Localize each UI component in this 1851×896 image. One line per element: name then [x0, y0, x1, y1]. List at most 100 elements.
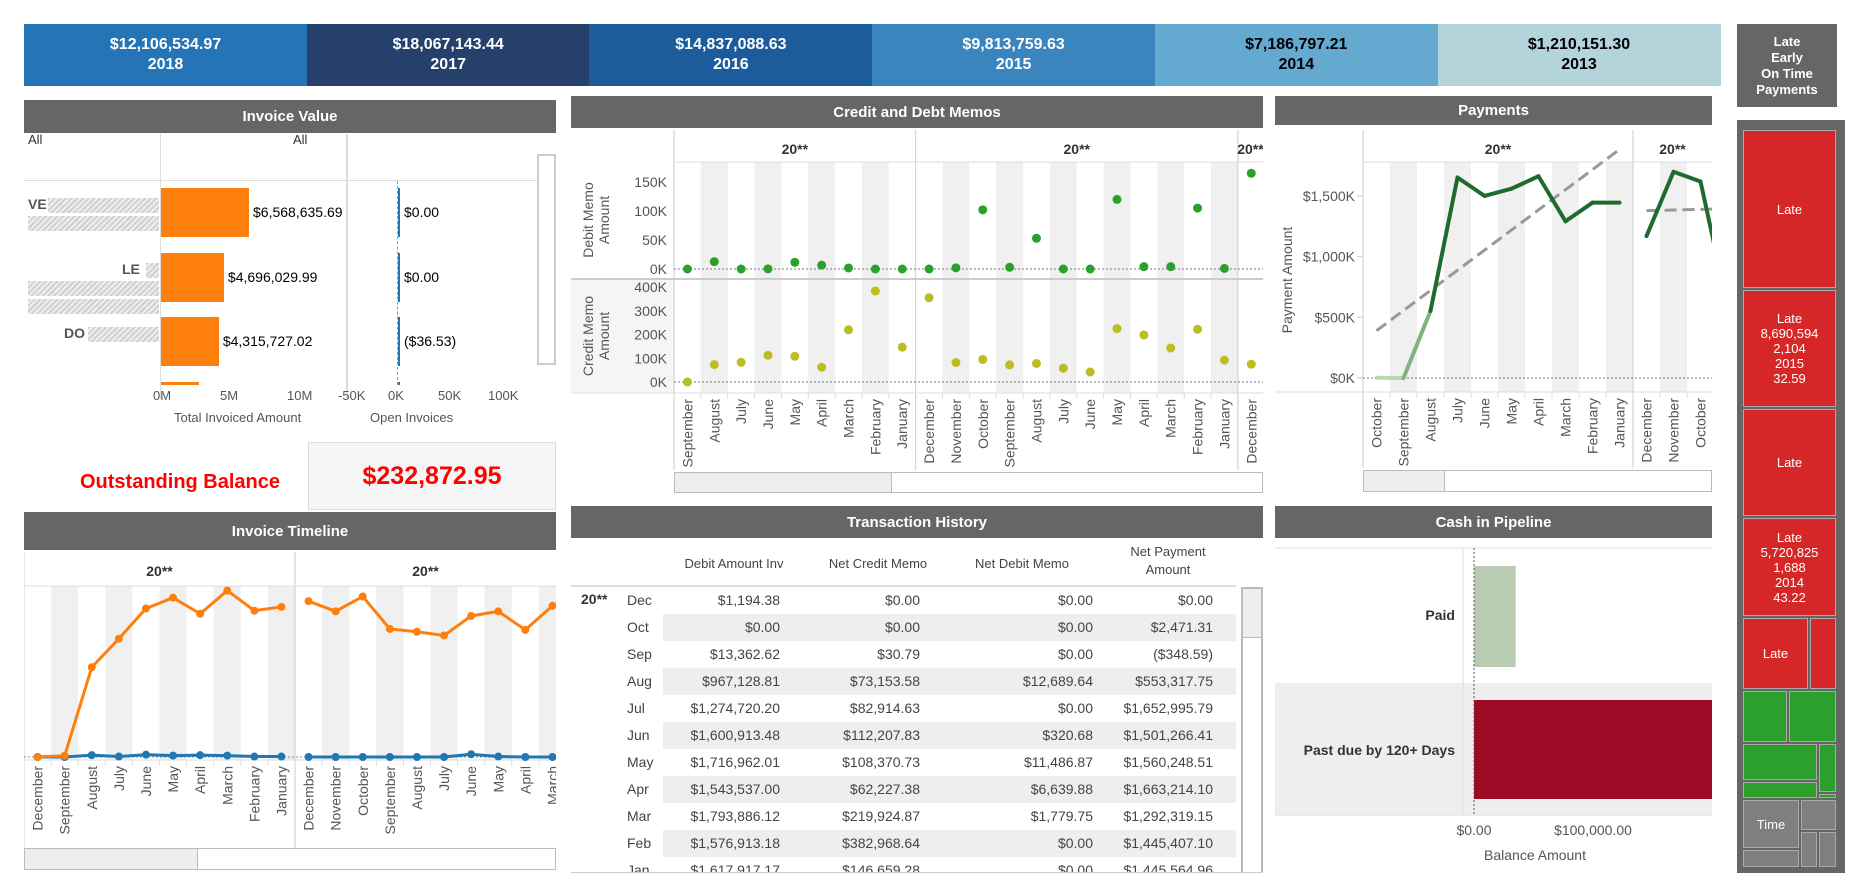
table-row[interactable]: Jan $1,617,917.17 $146,659.28 $0.00 $1,445,5… [571, 857, 1236, 872]
credit-memo-point[interactable] [951, 358, 961, 368]
other-data-point[interactable] [412, 753, 421, 761]
other-data-point[interactable] [114, 752, 123, 761]
invoiced-data-point[interactable] [521, 625, 530, 634]
open-invoice-bar[interactable] [398, 253, 400, 302]
payment-line-segment[interactable] [1536, 174, 1568, 224]
other-data-point[interactable] [87, 751, 96, 760]
debit-memo-point[interactable] [682, 264, 692, 274]
treemap-cell-early[interactable] [1789, 691, 1836, 742]
other-data-point[interactable] [169, 751, 178, 760]
credit-memo-point[interactable] [763, 350, 773, 360]
scrollbar-thumb[interactable] [675, 473, 892, 492]
treemap-cell-late[interactable] [1810, 618, 1836, 689]
total-invoiced-bar[interactable] [161, 188, 250, 237]
payment-line-segment[interactable] [1563, 200, 1595, 224]
treemap-cell-early[interactable] [1819, 744, 1836, 792]
customer-label[interactable]: DO [64, 325, 85, 341]
debit-memo-point[interactable] [1112, 194, 1122, 204]
treemap-cell-early[interactable] [1743, 691, 1787, 742]
year-tile-2018[interactable]: $12,106,534.97 2018 [24, 24, 307, 86]
credit-memo-point[interactable] [870, 286, 880, 296]
credit-memo-point[interactable] [1112, 324, 1122, 334]
invoiced-data-point[interactable] [277, 602, 286, 611]
payment-line-segment[interactable] [1482, 186, 1514, 198]
debit-memo-point[interactable] [951, 263, 961, 273]
debit-memo-point[interactable] [844, 263, 854, 273]
debit-memo-point[interactable] [1246, 168, 1256, 178]
treemap-cell-late[interactable]: Late [1743, 618, 1808, 689]
payment-line-segment[interactable] [1644, 169, 1676, 239]
credit-memo-point[interactable] [1139, 330, 1149, 340]
column-header[interactable]: Net Credit Memo [828, 556, 928, 571]
credit-memo-point[interactable] [1058, 363, 1068, 373]
other-data-point[interactable] [250, 752, 259, 761]
debit-memo-point[interactable] [1005, 262, 1015, 272]
table-row[interactable]: Jun $1,600,913.48 $112,207.83 $320.68 $1,501… [571, 722, 1236, 749]
total-invoiced-bar[interactable] [161, 317, 219, 366]
credit-memo-point[interactable] [924, 293, 934, 303]
other-data-point[interactable] [467, 750, 476, 759]
transactions-scrollbar[interactable] [1241, 587, 1263, 872]
debit-memo-point[interactable] [1219, 263, 1229, 273]
scrollbar-thumb[interactable] [1364, 471, 1445, 491]
table-row[interactable]: Apr $1,543,537.00 $62,227.38 $6,639.88 $1,66… [571, 776, 1236, 803]
invoiced-data-point[interactable] [114, 634, 123, 643]
invoiced-data-point[interactable] [87, 663, 96, 672]
credit-memo-point[interactable] [1193, 324, 1203, 334]
other-data-point[interactable] [385, 753, 394, 761]
balance-bar[interactable] [1474, 700, 1712, 799]
total-invoiced-bar[interactable] [161, 382, 199, 385]
debit-memo-point[interactable] [736, 264, 746, 274]
invoiced-data-point[interactable] [440, 631, 449, 640]
balance-bar[interactable] [1474, 566, 1516, 667]
invoiced-data-point[interactable] [331, 607, 340, 616]
table-row[interactable]: 20** Dec $1,194.38 $0.00 $0.00 $0.00 [571, 587, 1236, 614]
table-row[interactable]: Aug $967,128.81 $73,153.58 $12,689.64 $553,3… [571, 668, 1236, 695]
invoiced-data-point[interactable] [494, 607, 503, 616]
column-header[interactable]: Debit Amount Inv [684, 556, 784, 571]
debit-memo-point[interactable] [924, 264, 934, 274]
payment-line-segment[interactable] [1455, 175, 1487, 198]
debit-memo-point[interactable] [1193, 203, 1203, 213]
invoiced-data-point[interactable] [250, 606, 259, 615]
invoiced-data-point[interactable] [33, 752, 42, 761]
debit-memo-point[interactable] [1058, 264, 1068, 274]
treemap-cell-early[interactable] [1819, 794, 1836, 798]
other-data-point[interactable] [141, 750, 150, 759]
table-row[interactable]: Oct $0.00 $0.00 $0.00 $2,471.31 [571, 614, 1236, 641]
invoiced-data-point[interactable] [304, 597, 313, 606]
other-data-point[interactable] [304, 753, 313, 761]
debit-memo-point[interactable] [790, 257, 800, 267]
memos-scrollbar[interactable] [674, 472, 1263, 493]
table-row[interactable]: Mar $1,793,886.12 $219,924.87 $1,779.75 $1,2… [571, 803, 1236, 830]
debit-memo-point[interactable] [1085, 264, 1095, 274]
debit-memo-point[interactable] [709, 257, 719, 267]
credit-memo-point[interactable] [897, 342, 907, 352]
credit-memo-point[interactable] [1005, 360, 1015, 370]
debit-memo-point[interactable] [763, 264, 773, 274]
credit-memo-point[interactable] [736, 357, 746, 367]
total-invoiced-bar[interactable] [161, 253, 224, 302]
customer-label[interactable]: VE [28, 196, 47, 212]
invoiced-data-point[interactable] [467, 611, 476, 620]
treemap-cell-late[interactable]: Late 5,720,825 1,688 2014 43.22 [1743, 518, 1836, 616]
table-row[interactable]: May $1,716,962.01 $108,370.73 $11,486.87 $1,… [571, 749, 1236, 776]
credit-memo-point[interactable] [844, 325, 854, 335]
customer-label[interactable]: LE [122, 261, 140, 277]
credit-memo-point[interactable] [1085, 367, 1095, 377]
credit-memo-point[interactable] [682, 377, 692, 387]
year-tile-2016[interactable]: $14,837,088.63 2016 [589, 24, 873, 86]
open-invoice-bar[interactable] [398, 188, 400, 237]
credit-memo-point[interactable] [1246, 359, 1256, 369]
debit-memo-point[interactable] [817, 260, 827, 270]
scrollbar-thumb[interactable] [1243, 589, 1261, 638]
other-data-point[interactable] [196, 751, 205, 760]
treemap-cell-early[interactable] [1743, 744, 1817, 780]
credit-memo-point[interactable] [978, 354, 988, 364]
other-data-point[interactable] [494, 752, 503, 761]
credit-memo-point[interactable] [709, 360, 719, 370]
payment-line-segment[interactable] [1401, 308, 1433, 381]
treemap-cell-late[interactable]: Late [1743, 130, 1836, 288]
debit-memo-point[interactable] [1166, 262, 1176, 272]
table-row[interactable]: Sep $13,362.62 $30.79 $0.00 ($348.59) [571, 641, 1236, 668]
